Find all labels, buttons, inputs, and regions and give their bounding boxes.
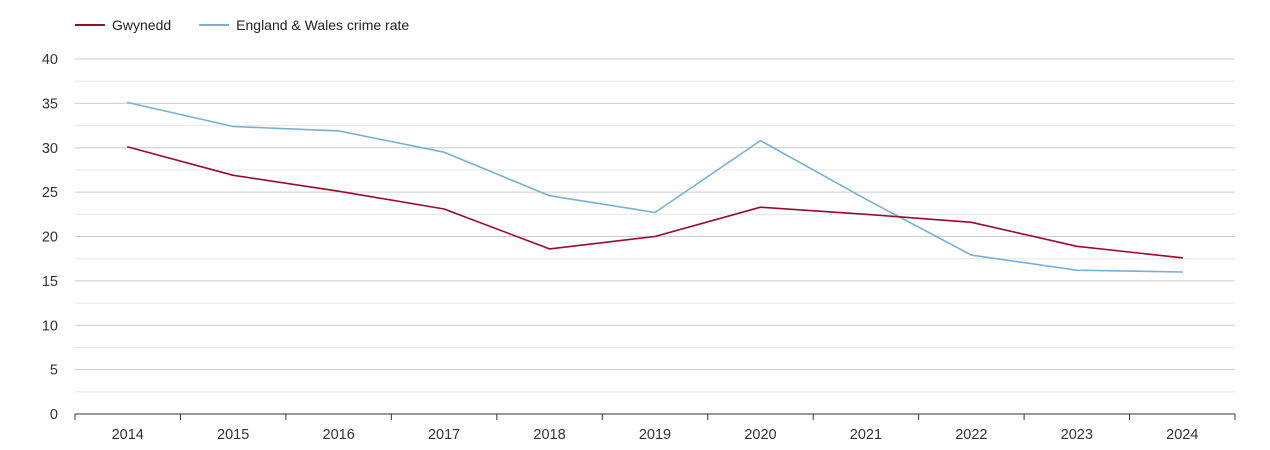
x-tick-label-2023: 2023: [1061, 427, 1093, 443]
x-tick-label-2017: 2017: [428, 427, 460, 443]
legend: Gwynedd England & Wales crime rate: [75, 17, 409, 33]
x-tick-label-2019: 2019: [639, 427, 671, 443]
x-tick-label-2014: 2014: [112, 427, 144, 443]
x-axis: 2014 2015 2016 2017 2018 2019 2020 2021 2022 2023…: [74, 413, 1236, 443]
y-tick-label-25: 25: [42, 185, 58, 201]
y-tick-label-20: 20: [42, 230, 58, 246]
series-line-gwynedd: [126, 146, 1184, 259]
series-line-england-wales-crime-rate: [126, 101, 1184, 273]
x-tick-label-2020: 2020: [744, 427, 776, 443]
x-tick-label-2016: 2016: [323, 427, 355, 443]
x-tick-label-2015: 2015: [217, 427, 249, 443]
legend-label-england-wales-crime-rate: England & Wales crime rate: [236, 17, 409, 33]
legend-label-gwynedd: Gwynedd: [112, 17, 171, 33]
grid: [75, 58, 1235, 393]
y-tick-label-15: 15: [42, 274, 58, 290]
x-tick-label-2018: 2018: [533, 427, 565, 443]
series-group: [126, 101, 1184, 273]
x-tick-label-2022: 2022: [955, 427, 987, 443]
y-axis: 0 5 10 15 20 25 30 35 40: [42, 52, 58, 423]
y-tick-label-30: 30: [42, 141, 58, 157]
y-tick-label-0: 0: [50, 407, 58, 423]
y-tick-label-35: 35: [42, 96, 58, 112]
y-tick-label-10: 10: [42, 318, 58, 334]
x-tick-label-2021: 2021: [850, 427, 882, 443]
x-tick-label-2024: 2024: [1166, 427, 1198, 443]
y-tick-label-5: 5: [50, 363, 58, 379]
y-tick-label-40: 40: [42, 52, 58, 68]
